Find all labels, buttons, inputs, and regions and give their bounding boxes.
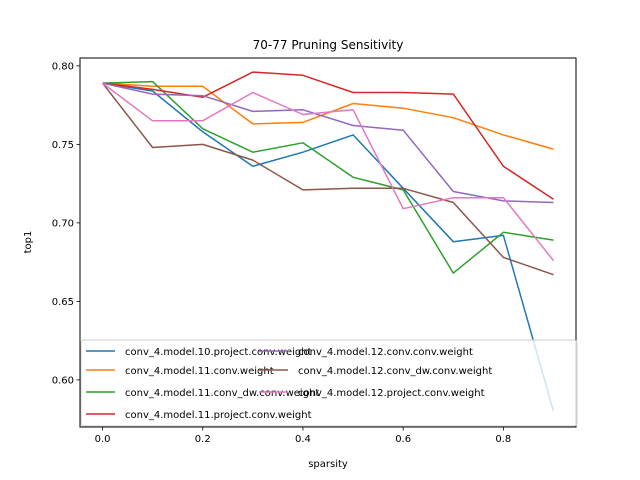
series-line-7 — [102, 82, 555, 262]
x-tick-label: 0.4 — [295, 434, 311, 445]
legend-label-7: conv_4.model.12.project.conv.weight — [298, 388, 485, 399]
series-line-3 — [102, 80, 554, 274]
x-tick-label: 0.2 — [195, 434, 211, 445]
series-layer — [101, 71, 555, 412]
series-line-6 — [101, 82, 554, 276]
legend-label-3: conv_4.model.11.conv_dw.conv.weight — [125, 388, 319, 399]
ticks-layer: 0.0 0.2 0.4 0.6 0.8 0.60 0.65 0.70 0.75 0.80 — [52, 61, 512, 445]
chart-title: 70-77 Pruning Sensitivity — [253, 38, 404, 52]
series-line-4 — [102, 71, 554, 200]
y-tick-label: 0.70 — [52, 218, 74, 229]
legend-label-2: conv_4.model.11.conv.weight — [125, 366, 274, 377]
legend-label-6: conv_4.model.12.conv_dw.conv.weight — [298, 366, 492, 377]
y-tick-label: 0.60 — [52, 375, 74, 386]
x-axis-label: sparsity — [308, 459, 348, 470]
x-tick-label: 0.6 — [395, 434, 411, 445]
series-line-1 — [102, 82, 555, 412]
y-tick-label: 0.65 — [52, 297, 74, 308]
legend-box — [80, 339, 578, 427]
x-tick-label: 0.8 — [495, 434, 511, 445]
axes-frame — [79, 57, 577, 428]
axes-layer — [79, 57, 577, 428]
x-tick-label: 0.0 — [95, 434, 111, 445]
legend-label-1: conv_4.model.10.project.conv.weight — [125, 347, 312, 358]
series-line-2 — [102, 82, 554, 150]
legend: conv_4.model.10.project.conv.weightconv_… — [80, 339, 578, 427]
y-tick-label: 0.80 — [52, 61, 74, 72]
series-line-5 — [102, 82, 554, 204]
legend-label-5: conv_4.model.12.conv.conv.weight — [298, 347, 473, 358]
legend-label-4: conv_4.model.11.project.conv.weight — [125, 410, 312, 421]
y-axis-label: top1 — [23, 231, 34, 254]
y-tick-label: 0.75 — [52, 140, 74, 151]
